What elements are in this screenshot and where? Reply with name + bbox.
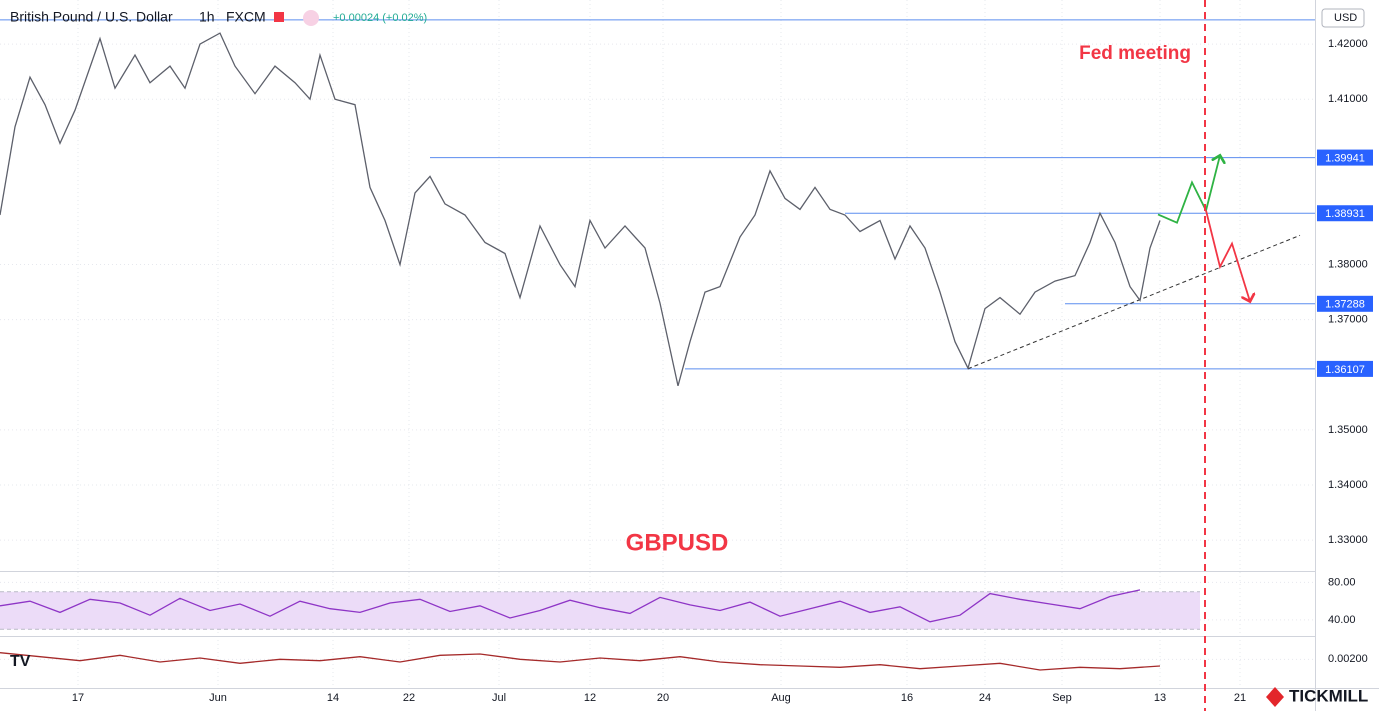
x-tick-label: 16 <box>901 692 913 704</box>
y-tick-label: 40.00 <box>1328 614 1356 626</box>
level-label-box <box>1317 295 1373 312</box>
y-tick-label: 1.41000 <box>1328 93 1368 105</box>
y-tick-label: 1.34000 <box>1328 479 1368 491</box>
y-tick-label: 0.00200 <box>1328 653 1368 665</box>
annotation: Fed meeting <box>1079 43 1191 64</box>
source: FXCM <box>226 9 266 25</box>
price-change: +0.00024 (+0.02%) <box>333 12 427 24</box>
x-tick-label: 24 <box>979 692 991 704</box>
series-line <box>0 32 1161 386</box>
indicator-icon <box>303 10 319 26</box>
interval: 1h <box>199 9 215 25</box>
y-tick-label: 1.37000 <box>1328 314 1368 326</box>
plot <box>0 19 1315 671</box>
x-tick-label: Aug <box>771 692 791 704</box>
series-line <box>0 589 1141 623</box>
y-tick-label: 1.42000 <box>1328 38 1368 50</box>
x-tick-label: 13 <box>1154 692 1166 704</box>
y-tick-label: 1.33000 <box>1328 534 1368 546</box>
level-label: 1.38931 <box>1325 208 1365 220</box>
rsi-band <box>0 591 1200 630</box>
grid <box>0 0 1315 686</box>
level-label: 1.37288 <box>1325 299 1365 311</box>
x-tick-label: 17 <box>72 692 84 704</box>
currency-button[interactable] <box>1321 8 1365 28</box>
level-label: 1.39941 <box>1325 152 1365 164</box>
trendline <box>967 234 1301 370</box>
level-label-box <box>1317 205 1373 222</box>
chart-title: GBPUSD <box>626 529 729 556</box>
currency: USD <box>1334 12 1357 24</box>
x-tick-label: Jul <box>492 692 506 704</box>
projection-arrow <box>1157 155 1220 224</box>
x-tick-label: Sep <box>1052 692 1072 704</box>
flag-icon <box>274 12 284 22</box>
x-tick-label: 12 <box>584 692 596 704</box>
x-tick-label: 14 <box>327 692 339 704</box>
brand-logo <box>1266 687 1284 707</box>
x-tick-label: Jun <box>209 692 227 704</box>
x-tick-label: 21 <box>1234 692 1246 704</box>
level-label-box <box>1317 360 1373 377</box>
y-tick-label: 1.38000 <box>1328 258 1368 270</box>
series-line <box>0 652 1161 671</box>
tv-logo: TV <box>10 653 31 670</box>
y-tick-label: 1.35000 <box>1328 424 1368 436</box>
brand: TICKMILL <box>1289 686 1368 705</box>
symbol: British Pound / U.S. Dollar <box>10 9 173 25</box>
level-label: 1.36107 <box>1325 364 1365 376</box>
y-tick-label: 80.00 <box>1328 576 1356 588</box>
projection-arrow <box>1205 210 1250 302</box>
x-tick-label: 22 <box>403 692 415 704</box>
level-label-box <box>1317 149 1373 166</box>
x-tick-label: 20 <box>657 692 669 704</box>
